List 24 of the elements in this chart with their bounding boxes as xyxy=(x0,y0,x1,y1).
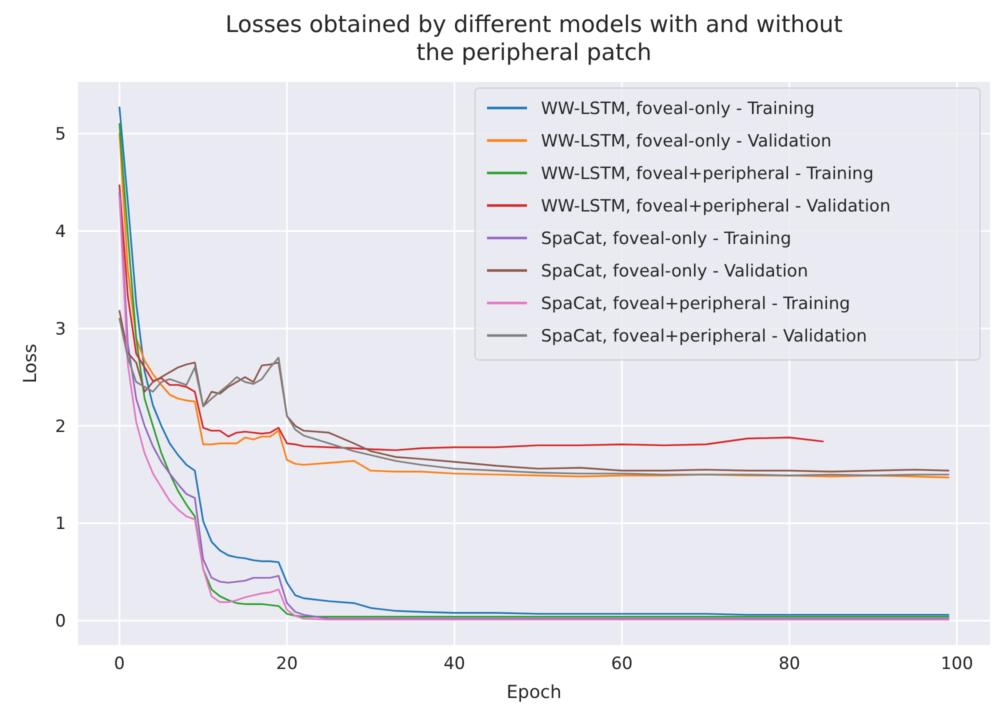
x-tick-label: 0 xyxy=(114,654,125,674)
chart-title: Losses obtained by different models with and without the peripheral patch xyxy=(225,12,843,66)
legend-label: SpaCat, foveal+peripheral - Validation xyxy=(541,326,868,346)
y-tick-label: 4 xyxy=(55,222,66,242)
legend-label: SpaCat, foveal-only - Validation xyxy=(541,261,808,282)
legend-label: SpaCat, foveal+peripheral - Training xyxy=(541,294,850,314)
y-tick-label: 3 xyxy=(55,319,66,340)
legend-label: WW-LSTM, foveal+peripheral - Training xyxy=(541,164,874,184)
y-tick-label: 0 xyxy=(55,612,66,632)
legend-label: WW-LSTM, foveal-only - Training xyxy=(541,98,815,119)
legend-label: WW-LSTM, foveal-only - Validation xyxy=(541,131,832,152)
y-tick-label: 1 xyxy=(55,514,66,534)
legend-label: WW-LSTM, foveal+peripheral - Validation xyxy=(541,196,890,216)
y-tick-label: 2 xyxy=(55,416,66,437)
legend-label: SpaCat, foveal-only - Training xyxy=(541,228,792,249)
x-axis-title: Epoch xyxy=(506,682,562,703)
line-series xyxy=(118,132,950,478)
x-tick-label: 40 xyxy=(444,654,466,674)
x-tick-label: 20 xyxy=(276,654,298,674)
x-tick-label: 60 xyxy=(611,654,633,674)
y-axis-title: Loss xyxy=(20,344,41,384)
x-tick-label: 80 xyxy=(778,654,800,674)
x-tick-label: 100 xyxy=(940,654,974,674)
y-tick-label: 5 xyxy=(55,124,66,145)
